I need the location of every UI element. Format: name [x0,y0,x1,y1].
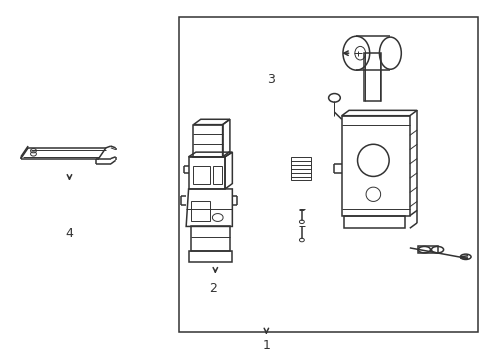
Bar [188,157,224,189]
Bar [193,125,222,157]
Bar [344,216,404,228]
Text: 1: 1 [262,338,270,351]
Bar [191,202,210,221]
Bar [290,157,310,180]
Bar [193,166,210,184]
Text: 3: 3 [267,73,275,86]
Bar [417,247,437,253]
Bar [179,18,477,332]
Text: 4: 4 [65,227,73,240]
Bar [363,53,380,102]
Bar [212,166,221,184]
Bar [341,116,409,216]
Text: 2: 2 [208,283,216,296]
